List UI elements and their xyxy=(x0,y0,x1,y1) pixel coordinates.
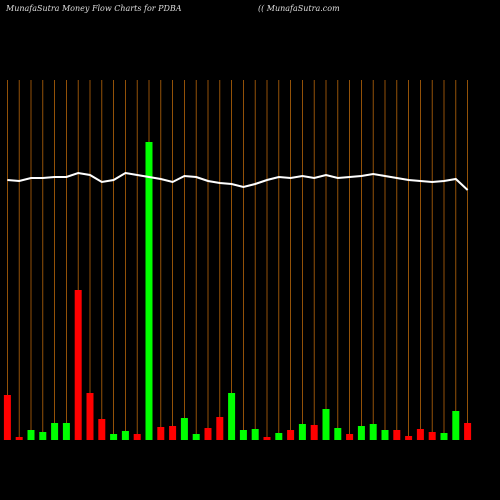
bar xyxy=(275,433,283,440)
bar xyxy=(346,434,354,440)
bar xyxy=(27,430,35,440)
bar xyxy=(440,433,448,440)
bar xyxy=(51,423,59,440)
bar xyxy=(298,424,306,440)
bar xyxy=(334,428,342,440)
chart-title: MunafaSutra Money Flow Charts for PDBA xyxy=(5,4,182,13)
bar xyxy=(369,424,377,440)
bar xyxy=(15,437,23,440)
bar xyxy=(228,393,236,440)
bar xyxy=(145,142,153,440)
bar xyxy=(405,436,413,440)
bar xyxy=(239,430,247,440)
bar xyxy=(3,395,11,440)
bar xyxy=(204,428,212,440)
bar xyxy=(74,290,82,440)
bar xyxy=(464,423,472,440)
bar xyxy=(121,431,129,440)
bar xyxy=(180,418,188,440)
bar xyxy=(169,426,177,440)
bar xyxy=(310,425,318,440)
bar xyxy=(263,437,271,440)
bar xyxy=(416,429,424,440)
bar xyxy=(393,430,401,440)
bar xyxy=(86,393,94,440)
chart-subtitle: (( MunafaSutra.com xyxy=(258,4,340,13)
bar xyxy=(357,426,365,440)
bar xyxy=(251,429,259,440)
bar xyxy=(381,430,389,440)
bar xyxy=(452,411,460,440)
bar xyxy=(110,434,118,440)
bar xyxy=(192,434,200,440)
bar xyxy=(216,417,224,440)
bar xyxy=(157,427,165,440)
bar xyxy=(133,434,141,440)
bar xyxy=(39,432,47,440)
bar xyxy=(428,432,436,440)
bar xyxy=(98,419,106,440)
bar xyxy=(62,423,70,440)
bar xyxy=(322,409,330,440)
money-flow-line xyxy=(7,171,469,191)
bar xyxy=(287,430,295,440)
